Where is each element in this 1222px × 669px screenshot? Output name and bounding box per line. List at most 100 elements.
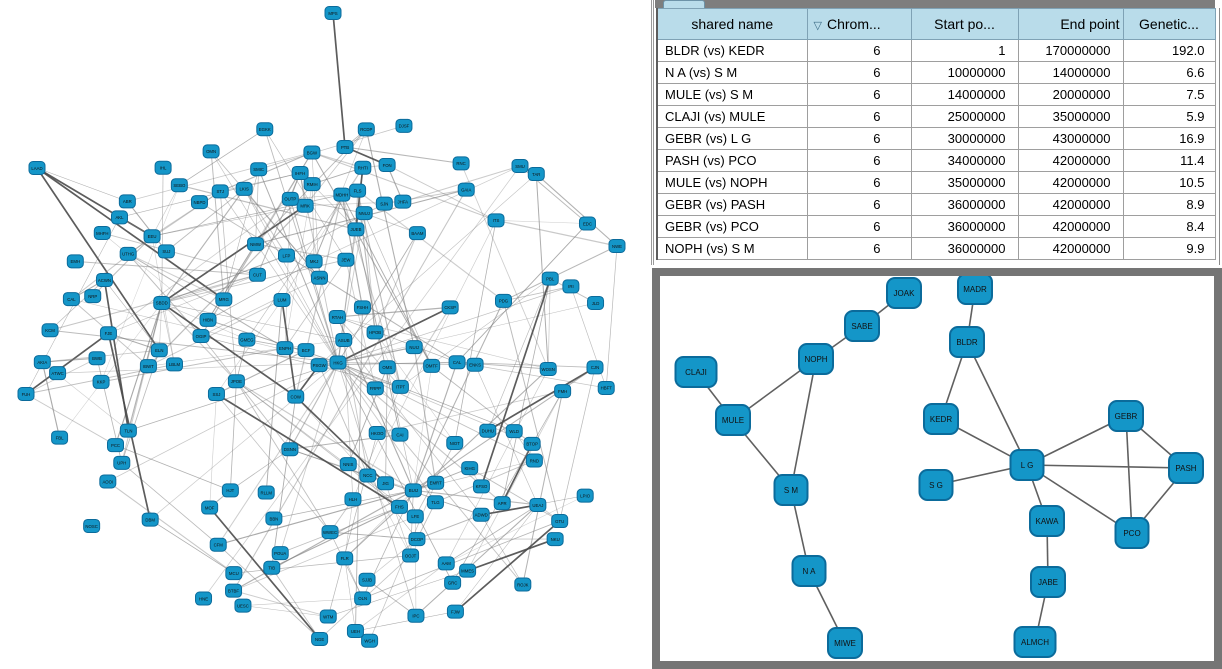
network-node[interactable]: FSHH: [353, 300, 371, 315]
table-cell[interactable]: MULE (vs) S M: [656, 83, 808, 106]
table-row[interactable]: PASH (vs) PCO 6 34000000 42000000 11.4: [656, 149, 1216, 172]
node-JOAK[interactable]: JOAK: [886, 277, 922, 309]
network-node[interactable]: NUIJ: [405, 340, 423, 355]
network-node[interactable]: NBPD: [190, 195, 208, 210]
node-KEDR[interactable]: KEDR: [923, 403, 959, 435]
subnetwork-viewport[interactable]: JOAK MADR SABE NOPH BLDR CLAJI MULE KEDR GEBR L G…: [660, 276, 1214, 661]
network-node[interactable]: MDHH: [333, 187, 351, 202]
table-cell[interactable]: 14000000: [910, 83, 1019, 106]
network-node[interactable]: EGKK: [256, 122, 274, 137]
network-node[interactable]: OUTP: [281, 191, 299, 206]
network-node[interactable]: EMH: [66, 254, 84, 269]
network-node[interactable]: DBM: [141, 512, 159, 527]
table-cell[interactable]: 11.4: [1122, 149, 1216, 172]
network-node[interactable]: EEU: [143, 229, 161, 244]
network-node[interactable]: MMES: [459, 563, 477, 578]
network-node[interactable]: SJN: [375, 196, 393, 211]
network-node[interactable]: POUA: [271, 546, 289, 561]
network-node[interactable]: FON: [378, 157, 396, 172]
network-node[interactable]: LUM: [273, 292, 291, 307]
network-node[interactable]: MRG: [215, 292, 233, 307]
table-cell[interactable]: 42000000: [1017, 215, 1124, 238]
network-node[interactable]: MCU: [225, 566, 243, 581]
network-node[interactable]: AKL: [111, 210, 129, 225]
network-node[interactable]: FJE: [99, 326, 117, 341]
network-node[interactable]: OMTF: [423, 358, 441, 373]
network-node[interactable]: EMRT: [427, 475, 445, 490]
network-node[interactable]: BBN: [265, 511, 283, 526]
network-node[interactable]: BCF: [297, 343, 315, 358]
network-node[interactable]: UTHG: [119, 246, 137, 261]
table-cell[interactable]: 6: [806, 61, 912, 84]
network-node[interactable]: KIHG: [461, 461, 479, 476]
table-cell[interactable]: 9.9: [1122, 237, 1216, 260]
network-node[interactable]: NCC: [359, 468, 377, 483]
network-node[interactable]: GAIA: [457, 182, 475, 197]
table-cell[interactable]: 20000000: [1017, 83, 1124, 106]
network-node[interactable]: MKJ: [305, 254, 323, 269]
table-cell[interactable]: 25000000: [910, 105, 1019, 128]
network-node[interactable]: LFE: [406, 509, 424, 524]
network-node[interactable]: TLG: [426, 495, 444, 510]
network-node[interactable]: UESC: [234, 598, 252, 613]
network-node[interactable]: BAAM: [408, 226, 426, 241]
table-cell[interactable]: 8.9: [1122, 193, 1216, 216]
network-node[interactable]: ITS: [487, 213, 505, 228]
network-node[interactable]: MPS: [324, 6, 342, 20]
table-row[interactable]: MULE (vs) NOPH 6 35000000 42000000 10.5: [656, 171, 1216, 194]
network-node[interactable]: LPIO: [576, 488, 594, 503]
network-node[interactable]: BGW: [303, 145, 321, 160]
network-node[interactable]: OGIP: [192, 329, 210, 344]
table-cell[interactable]: 43000000: [1017, 127, 1124, 150]
network-node[interactable]: ROJK: [514, 577, 532, 592]
network-node[interactable]: WLD: [505, 424, 523, 439]
table-cell[interactable]: 36000000: [910, 237, 1019, 260]
network-node[interactable]: HIBN: [199, 312, 217, 327]
network-node[interactable]: COW: [287, 389, 305, 404]
table-cell[interactable]: 6: [806, 149, 912, 172]
table-cell[interactable]: GEBR (vs) PASH: [656, 193, 808, 216]
network-node[interactable]: ASUB: [335, 332, 353, 347]
network-node[interactable]: NMW: [247, 237, 265, 252]
network-node[interactable]: NWE: [608, 239, 626, 253]
table-cell[interactable]: 170000000: [1017, 39, 1124, 62]
network-node[interactable]: OMS: [378, 360, 396, 375]
network-node[interactable]: BUIJ: [404, 483, 422, 498]
network-node[interactable]: PSGW: [310, 358, 328, 373]
panel-splitter[interactable]: [651, 0, 654, 265]
node-L-G[interactable]: L G: [1009, 449, 1045, 481]
network-node[interactable]: OOJT: [402, 548, 420, 563]
network-node[interactable]: EDC: [578, 216, 596, 231]
network-node[interactable]: JHFA: [394, 194, 412, 209]
network-node[interactable]: NKU: [546, 532, 564, 547]
column-header-chromosome[interactable]: ▽ Chrom...: [806, 8, 912, 40]
node-NOPH[interactable]: NOPH: [798, 343, 834, 375]
table-cell[interactable]: 8.4: [1122, 215, 1216, 238]
table-cell[interactable]: 6: [806, 237, 912, 260]
node-KAWA[interactable]: KAWA: [1029, 505, 1065, 537]
network-node[interactable]: CKSP: [441, 300, 459, 315]
network-node[interactable]: CAL: [62, 292, 80, 307]
network-node[interactable]: MHFH: [93, 225, 111, 240]
table-cell[interactable]: 34000000: [910, 149, 1019, 172]
table-cell[interactable]: 42000000: [1017, 149, 1124, 172]
network-node[interactable]: WOSN: [539, 361, 557, 376]
network-node[interactable]: ENKS: [466, 357, 484, 372]
network-node[interactable]: DJSF: [395, 118, 413, 133]
network-node[interactable]: SMIC: [250, 162, 268, 177]
network-node[interactable]: IBWT: [139, 359, 157, 374]
network-node[interactable]: HJT: [221, 483, 239, 498]
network-node[interactable]: GMEG: [238, 332, 256, 347]
network-node[interactable]: ASNN: [310, 270, 328, 285]
table-cell[interactable]: GEBR (vs) L G: [656, 127, 808, 150]
network-node[interactable]: ELN: [150, 343, 168, 358]
table-row[interactable]: NOPH (vs) S M 6 36000000 42000000 9.9: [656, 237, 1216, 260]
node-BLDR[interactable]: BLDR: [949, 326, 985, 358]
network-node[interactable]: FHS: [390, 499, 408, 514]
network-node[interactable]: NRP: [84, 289, 102, 304]
table-tab-fragment[interactable]: [663, 0, 705, 8]
network-node[interactable]: DCOP: [408, 532, 426, 547]
table-cell[interactable]: 35000000: [1017, 105, 1124, 128]
column-header-shared-name[interactable]: shared name: [656, 8, 808, 40]
network-node[interactable]: PDG: [494, 293, 512, 308]
